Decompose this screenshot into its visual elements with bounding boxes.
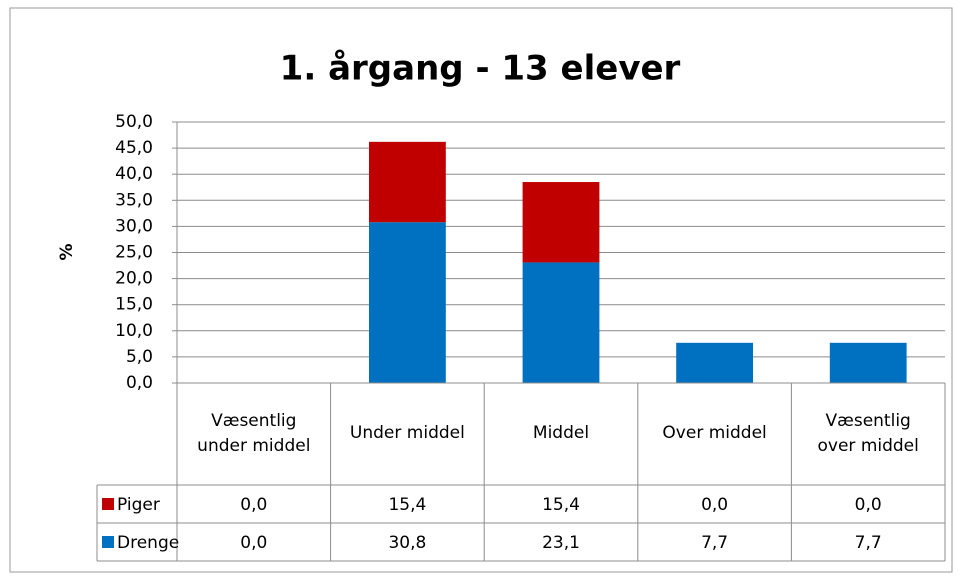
- x-tick-label: Over middel: [662, 423, 767, 444]
- chart-title: 1. årgang - 13 elever: [280, 49, 681, 89]
- y-tick-label: 45,0: [115, 138, 153, 158]
- y-tick-label: 20,0: [115, 269, 153, 289]
- bar-segment: [369, 141, 446, 223]
- y-tick-label: 35,0: [115, 190, 153, 210]
- table-value: 23,1: [542, 533, 580, 553]
- y-tick-label: 10,0: [115, 321, 153, 341]
- category-cell: Væsentlig under middel: [197, 410, 311, 457]
- x-tick-label: Middel: [532, 423, 590, 444]
- y-tick-label: 15,0: [115, 295, 153, 315]
- y-tick-label: 25,0: [115, 243, 153, 263]
- bar-segment: [676, 342, 753, 383]
- table-value: 7,7: [701, 533, 728, 553]
- bar-segment: [829, 342, 907, 383]
- y-tick-label: 50,0: [115, 112, 153, 132]
- x-tick-label: Væsentlig under middel: [197, 410, 311, 457]
- table-value: 30,8: [388, 533, 426, 553]
- x-tick-label: Under middel: [349, 423, 465, 444]
- legend-label: Drenge: [117, 533, 179, 553]
- table-value: 0,0: [701, 495, 728, 515]
- table-value: 15,4: [542, 495, 580, 515]
- legend-swatch: [102, 498, 114, 510]
- legend-swatch: [102, 536, 114, 548]
- y-tick-label: 0,0: [126, 373, 153, 393]
- table-value: 0,0: [855, 495, 882, 515]
- bar-segment: [369, 222, 446, 383]
- table-value: 15,4: [388, 495, 426, 515]
- bar-segment: [522, 262, 600, 383]
- bar-segment: [522, 182, 600, 263]
- y-axis-label: %: [57, 243, 77, 260]
- y-tick-label: 5,0: [126, 347, 153, 367]
- category-cell: Over middel: [662, 423, 767, 444]
- table-value: 0,0: [240, 495, 267, 515]
- x-tick-label: Væsentlig over middel: [817, 410, 919, 457]
- table-value: 0,0: [240, 533, 267, 553]
- category-cell: Middel: [532, 423, 590, 444]
- legend-label: Piger: [117, 495, 160, 515]
- y-tick-label: 40,0: [115, 164, 153, 184]
- chart-border: [9, 7, 953, 573]
- category-cell: Under middel: [349, 423, 465, 444]
- y-tick-label: 30,0: [115, 216, 153, 236]
- category-cell: Væsentlig over middel: [817, 410, 919, 457]
- table-value: 7,7: [855, 533, 882, 553]
